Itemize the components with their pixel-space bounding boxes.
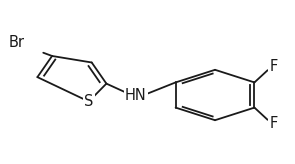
Text: S: S [84,94,94,109]
Text: F: F [269,116,278,131]
Text: F: F [269,59,278,74]
Text: Br: Br [9,35,25,51]
Text: HN: HN [125,88,147,102]
